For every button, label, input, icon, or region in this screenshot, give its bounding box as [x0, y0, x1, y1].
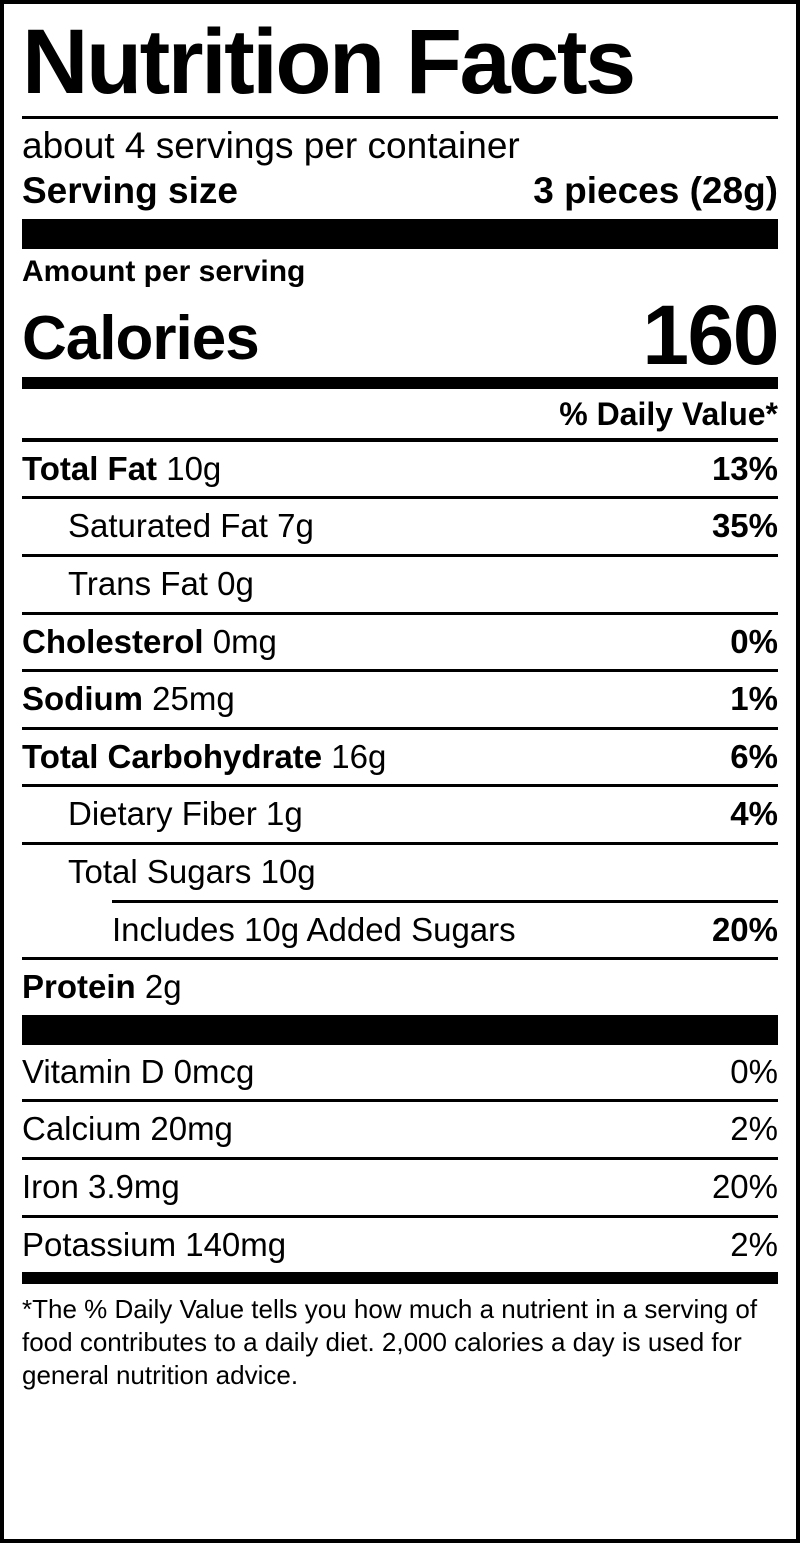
divider-under-title — [22, 116, 778, 119]
row-divider — [22, 1214, 778, 1218]
calories-row: Calories 160 — [22, 288, 779, 383]
row-divider — [22, 1156, 778, 1160]
nutrient-name: Cholesterol 0mg — [22, 622, 277, 660]
vitamin-name: Vitamin D 0mcg — [22, 1052, 255, 1090]
nutrient-daily-value: 35% — [711, 507, 778, 545]
nutrient-list: Total Fat 10g 13% Saturated Fat 7g 35% Trans… — [22, 442, 778, 1015]
row-divider — [22, 726, 778, 730]
nutrient-name: Includes 10g Added Sugars — [112, 910, 516, 948]
thick-bar-after-serving — [22, 218, 778, 249]
page-title: Nutrition Facts — [22, 11, 636, 113]
nutrient-daily-value: 20% — [711, 910, 778, 948]
nutrient-row: Includes 10g Added Sugars 20% — [22, 903, 778, 958]
vitamin-daily-value: 20% — [711, 1167, 778, 1205]
nutrient-name: Trans Fat 0g — [68, 565, 254, 603]
nutrient-name: Total Sugars 10g — [68, 852, 316, 890]
nutrient-row: Trans Fat 0g — [22, 557, 778, 612]
row-divider — [22, 1099, 778, 1103]
row-divider — [112, 899, 778, 903]
nutrient-daily-value: 0% — [730, 622, 778, 660]
vitamin-list: Vitamin D 0mcg 0% Calcium 20mg 2% Iron 3.9mg… — [22, 1045, 778, 1272]
nutrient-daily-value: 4% — [730, 795, 778, 833]
vitamin-row: Vitamin D 0mcg 0% — [22, 1045, 778, 1100]
row-divider — [22, 554, 778, 558]
row-divider — [22, 611, 778, 615]
nutrient-daily-value: 13% — [711, 449, 778, 487]
vitamin-daily-value: 2% — [730, 1110, 778, 1148]
row-divider — [22, 784, 778, 788]
row-divider — [22, 957, 778, 961]
row-divider — [22, 496, 778, 500]
vitamin-name: Calcium 20mg — [22, 1110, 233, 1148]
calories-label: Calories — [22, 304, 260, 374]
vitamin-name: Potassium 140mg — [22, 1225, 287, 1263]
vitamin-name: Iron 3.9mg — [22, 1167, 180, 1205]
row-divider — [22, 841, 778, 845]
nutrient-name: Protein 2g — [22, 968, 182, 1006]
nutrient-name: Total Carbohydrate 16g — [22, 737, 387, 775]
nutrient-name: Saturated Fat 7g — [68, 507, 314, 545]
vitamin-row: Iron 3.9mg 20% — [22, 1160, 778, 1215]
servings-per-container: about 4 servings per container — [22, 125, 520, 166]
nutrient-row: Total Carbohydrate 16g 6% — [22, 730, 778, 785]
vitamin-row: Calcium 20mg 2% — [22, 1102, 778, 1157]
nutrient-name: Sodium 25mg — [22, 680, 235, 718]
nutrient-row: Protein 2g — [22, 960, 778, 1015]
serving-size-label: Serving size — [22, 170, 238, 212]
nutrient-row: Sodium 25mg 1% — [22, 672, 778, 727]
nutrient-daily-value: 6% — [730, 737, 778, 775]
daily-value-footnote: *The % Daily Value tells you how much a … — [22, 1294, 758, 1390]
thick-bar-above-footnote — [22, 1272, 778, 1285]
serving-size-row: Serving size 3 pieces (28g) — [22, 167, 778, 219]
row-divider — [22, 669, 778, 673]
nutrient-row: Dietary Fiber 1g 4% — [22, 787, 778, 842]
nutrient-row: Total Sugars 10g — [22, 845, 778, 900]
nutrient-row: Cholesterol 0mg 0% — [22, 615, 778, 670]
nutrient-row: Total Fat 10g 13% — [22, 442, 778, 497]
vitamin-daily-value: 0% — [730, 1052, 778, 1090]
nutrient-daily-value: 1% — [730, 680, 778, 718]
daily-value-header: % Daily Value* — [559, 396, 778, 433]
nutrient-name: Dietary Fiber 1g — [68, 795, 303, 833]
vitamin-daily-value: 2% — [730, 1225, 778, 1263]
vitamin-row: Potassium 140mg 2% — [22, 1218, 778, 1273]
nutrient-row: Saturated Fat 7g 35% — [22, 499, 778, 554]
nutrient-name: Total Fat 10g — [22, 449, 222, 487]
thick-bar-after-calories — [22, 377, 778, 390]
divider-above-total-fat — [22, 437, 778, 442]
calories-value: 160 — [642, 288, 779, 383]
serving-size-value: 3 pieces (28g) — [533, 170, 778, 212]
thick-bar-after-protein — [22, 1014, 778, 1045]
amount-per-serving-label: Amount per serving — [22, 254, 306, 288]
